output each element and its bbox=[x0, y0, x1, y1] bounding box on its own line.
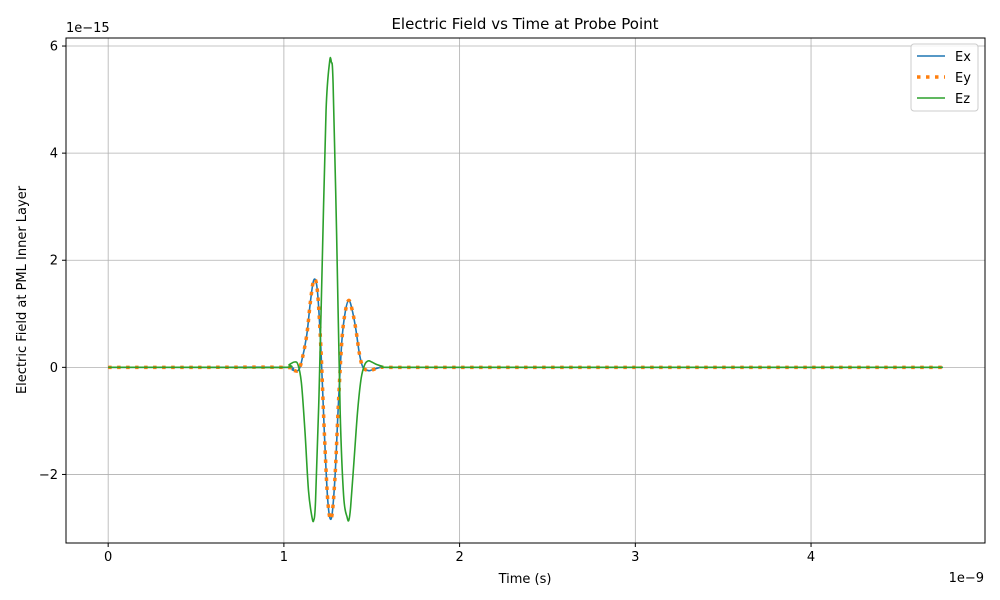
y-tick-label: 2 bbox=[50, 254, 58, 269]
legend-label-ey: Ey bbox=[955, 71, 971, 86]
x-tick-label: 0 bbox=[104, 550, 112, 565]
x-tick-label: 4 bbox=[807, 550, 815, 565]
x-axis-label: Time (s) bbox=[498, 572, 552, 587]
legend-label-ez: Ez bbox=[955, 92, 970, 107]
ticks: 0 1 2 3 4 −2 0 2 4 6 bbox=[39, 40, 815, 565]
y-offset-text: 1e−15 bbox=[66, 21, 110, 36]
x-tick-label: 2 bbox=[455, 550, 463, 565]
y-tick-label: 0 bbox=[50, 361, 58, 376]
y-axis-label: Electric Field at PML Inner Layer bbox=[15, 185, 30, 394]
chart-title: Electric Field vs Time at Probe Point bbox=[391, 15, 658, 33]
x-offset-text: 1e−9 bbox=[949, 571, 984, 586]
x-tick-label: 1 bbox=[280, 550, 288, 565]
legend-label-ex: Ex bbox=[955, 50, 971, 65]
series-layer bbox=[108, 56, 943, 523]
y-tick-label: −2 bbox=[39, 468, 58, 483]
plot-frame bbox=[65, 37, 986, 544]
y-tick-label: 6 bbox=[50, 40, 58, 55]
legend: Ex Ey Ez bbox=[910, 43, 979, 112]
series-line-ez bbox=[108, 56, 943, 523]
y-tick-label: 4 bbox=[50, 147, 58, 162]
x-tick-label: 3 bbox=[631, 550, 639, 565]
